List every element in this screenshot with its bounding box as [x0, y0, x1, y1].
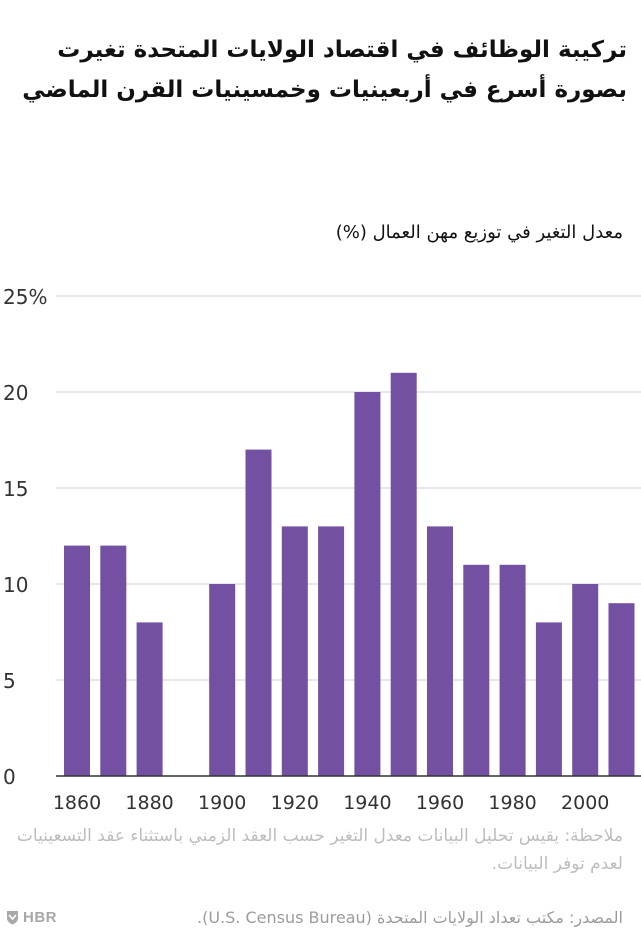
source-text: المصدر: مكتب تعداد الولايات المتحدة (U.S…: [197, 908, 623, 927]
x-tick-label-1860: 1860: [53, 792, 101, 814]
bar-1860: [64, 545, 90, 776]
bar-1900: [209, 584, 236, 776]
y-tick-label-0: 0: [3, 765, 16, 789]
bar-1970: [463, 564, 490, 776]
bar-1960: [427, 526, 453, 776]
x-tick-label-1980: 1980: [488, 792, 536, 814]
bar-2010: [608, 603, 635, 776]
y-tick-label-15: 15: [3, 477, 28, 501]
bar-1980: [499, 564, 526, 776]
x-tick-label-1880: 1880: [125, 792, 173, 814]
bar-1920: [281, 526, 308, 776]
bar-chart: 0 5 10 15 20 25% 1860 1880 1900 1920 1940 1960 1980…: [3, 285, 641, 814]
bars: [64, 372, 635, 776]
y-tick-label-20: 20: [3, 381, 28, 405]
x-tick-labels: 1860 1880 1900 1920 1940 1960 1980 2000: [53, 792, 610, 814]
bar-1990: [535, 622, 562, 776]
x-tick-label-2000: 2000: [561, 792, 609, 814]
y-axis-label: معدل التغير في توزيع مهن العمال (%): [335, 222, 623, 243]
bar-1880: [136, 622, 163, 776]
x-tick-label-1920: 1920: [271, 792, 319, 814]
x-tick-label-1960: 1960: [416, 792, 464, 814]
logo-text: HBR: [23, 909, 57, 926]
y-tick-label-10: 10: [3, 573, 28, 597]
bar-1910: [245, 449, 272, 776]
shield-icon: [7, 911, 18, 925]
footer: HBR المصدر: مكتب تعداد الولايات المتحدة …: [6, 904, 623, 934]
chart-note: ملاحظة: يقيس تحليل البيانات معدل التغير …: [16, 826, 623, 874]
bar-1870: [100, 545, 127, 776]
bar-1950: [390, 372, 417, 776]
bar-1940: [354, 392, 381, 776]
y-tick-label-5: 5: [3, 669, 16, 693]
y-tick-labels: 0 5 10 15 20 25%: [3, 285, 47, 789]
x-tick-label-1900: 1900: [198, 792, 246, 814]
bar-2000: [572, 584, 599, 776]
bar-1930: [318, 526, 345, 776]
y-tick-label-25: 25%: [3, 285, 47, 309]
chart-title: تركيبة الوظائف في اقتصاد الولايات المتحد…: [22, 37, 627, 103]
hbr-logo: HBR: [6, 909, 57, 926]
x-tick-label-1940: 1940: [343, 792, 391, 814]
